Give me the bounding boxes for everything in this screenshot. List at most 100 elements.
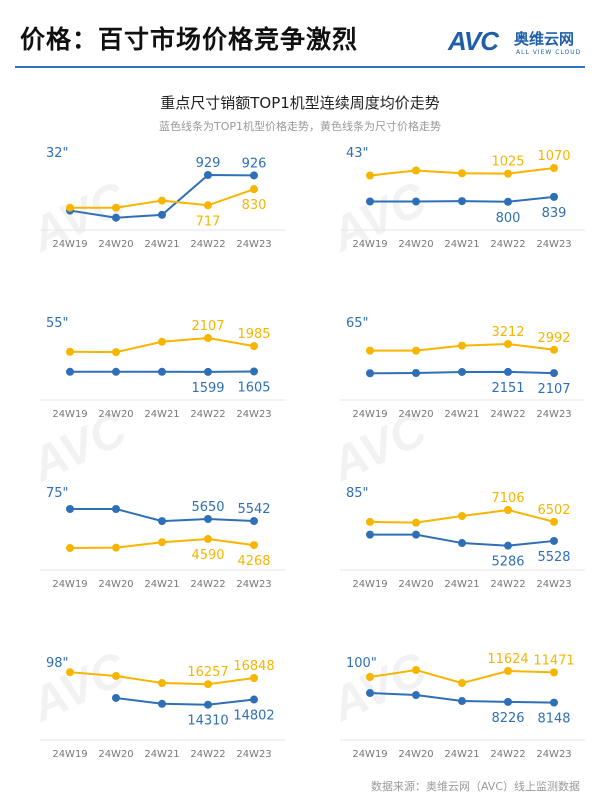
- data-point: [250, 695, 258, 704]
- x-tick-label: 24W22: [490, 579, 525, 590]
- line-chart: 24W19 24W20 24W21 24W22 24W23 8226 8148 11624 11…: [340, 652, 585, 760]
- data-label: 830: [242, 198, 267, 213]
- x-tick-label: 24W19: [52, 749, 87, 760]
- data-label: 4268: [237, 554, 270, 569]
- data-label: 14310: [187, 714, 228, 729]
- data-point: [458, 539, 466, 548]
- data-point: [112, 505, 120, 513]
- x-tick-label: 24W20: [98, 239, 133, 250]
- data-point: [204, 334, 212, 342]
- x-tick-label: 24W19: [52, 579, 87, 590]
- data-label: 16257: [187, 665, 228, 680]
- chart-panel: 43" 24W19 24W20 24W21 24W22 24W23 800 839 1025 10…: [330, 140, 600, 310]
- x-tick-label: 24W21: [144, 579, 179, 590]
- data-point: [504, 541, 512, 550]
- x-tick-label: 24W22: [190, 749, 225, 760]
- data-point: [458, 679, 466, 688]
- data-label: 4590: [191, 548, 224, 563]
- size-label: 75": [46, 486, 69, 501]
- data-point: [412, 197, 420, 206]
- data-point: [250, 541, 258, 550]
- data-point: [412, 346, 420, 355]
- x-tick-label: 24W21: [144, 749, 179, 760]
- data-point: [366, 673, 374, 681]
- x-tick-label: 24W19: [352, 749, 387, 760]
- x-tick-label: 24W19: [52, 239, 87, 250]
- data-point: [250, 517, 258, 526]
- data-label: 800: [496, 211, 521, 226]
- data-point: [204, 535, 212, 543]
- data-point: [412, 666, 420, 674]
- data-point: [412, 369, 420, 377]
- size-label: 32": [46, 146, 69, 161]
- data-point: [250, 342, 258, 351]
- data-point: [458, 367, 466, 376]
- data-label: 5528: [537, 550, 570, 565]
- x-tick-label: 24W22: [190, 409, 225, 420]
- data-point: [112, 203, 120, 212]
- x-tick-label: 24W23: [536, 239, 571, 250]
- data-point: [550, 517, 558, 526]
- size-label: 100": [346, 656, 377, 671]
- data-point: [66, 544, 74, 553]
- data-point: [204, 515, 212, 523]
- size-label: 65": [346, 316, 369, 331]
- line-chart: 24W19 24W20 24W21 24W22 24W23 5286 5528 7106 650…: [340, 491, 585, 590]
- data-point: [112, 348, 120, 357]
- data-label: 1605: [237, 380, 270, 395]
- x-tick-label: 24W23: [536, 579, 571, 590]
- data-label: 2992: [537, 331, 570, 346]
- size-label: 98": [46, 656, 69, 671]
- data-point: [66, 203, 74, 212]
- x-tick-label: 24W21: [144, 409, 179, 420]
- data-label: 8226: [491, 711, 524, 726]
- data-point: [158, 210, 166, 219]
- x-tick-label: 24W21: [444, 409, 479, 420]
- x-tick-label: 24W20: [98, 579, 133, 590]
- series-line: [115, 696, 255, 706]
- data-point: [250, 171, 258, 180]
- data-point: [66, 668, 74, 677]
- data-point: [550, 698, 558, 707]
- page-title: 价格：百寸市场价格竞争激烈: [20, 25, 359, 54]
- data-point: [412, 518, 420, 527]
- data-label: 16848: [233, 659, 274, 674]
- data-point: [112, 367, 120, 376]
- x-tick-label: 24W19: [352, 579, 387, 590]
- x-tick-label: 24W20: [398, 579, 433, 590]
- data-point: [550, 536, 558, 545]
- data-point: [158, 517, 166, 526]
- data-point: [504, 340, 512, 348]
- data-point: [504, 197, 512, 206]
- x-tick-label: 24W22: [190, 239, 225, 250]
- data-point: [366, 369, 374, 378]
- data-label: 717: [196, 214, 221, 229]
- data-point: [158, 196, 166, 205]
- size-label: 43": [346, 146, 369, 161]
- data-point: [204, 171, 212, 179]
- x-tick-label: 24W21: [444, 749, 479, 760]
- data-point: [458, 697, 466, 706]
- data-point: [112, 671, 120, 680]
- data-point: [250, 367, 258, 376]
- data-point: [458, 512, 466, 520]
- line-chart: 24W19 24W20 24W21 24W22 24W23 2151 2107 3212 299…: [340, 325, 585, 420]
- data-point: [412, 691, 420, 700]
- data-point: [158, 679, 166, 688]
- x-tick-label: 24W22: [190, 579, 225, 590]
- data-point: [458, 197, 466, 206]
- x-tick-label: 24W20: [98, 749, 133, 760]
- data-point: [366, 171, 374, 180]
- data-label: 1025: [491, 155, 524, 170]
- line-chart: 24W19 24W20 24W21 24W22 24W23 800 839 1025 1070: [340, 149, 585, 250]
- x-tick-label: 24W21: [444, 579, 479, 590]
- size-label: 55": [46, 316, 69, 331]
- chart-panel: 100" 24W19 24W20 24W21 24W22 24W23 8226 8148 116…: [330, 650, 600, 799]
- data-source: 数据来源：奥维云网（AVC）线上监测数据: [370, 780, 580, 793]
- data-point: [204, 367, 212, 376]
- data-point: [504, 169, 512, 178]
- x-tick-label: 24W19: [352, 409, 387, 420]
- data-point: [158, 538, 166, 547]
- chart-panel: 85" 24W19 24W20 24W21 24W22 24W23 5286 5528 7106…: [330, 480, 600, 650]
